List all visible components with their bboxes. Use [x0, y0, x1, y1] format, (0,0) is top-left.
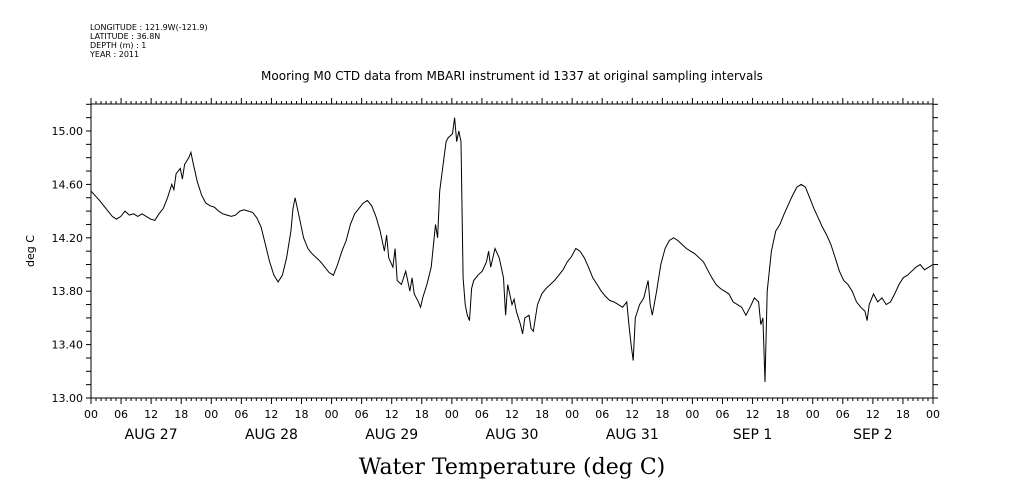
latitude-text: LATITUDE : 36.8N	[90, 32, 160, 41]
y-tick-label: 13.00	[52, 392, 84, 405]
x-tick-label: 12	[264, 408, 278, 421]
x-tick-label: 06	[716, 408, 730, 421]
plot-frame	[90, 103, 934, 399]
depth-text: DEPTH (m) : 1	[90, 41, 146, 50]
x-tick-label: 18	[776, 408, 790, 421]
date-label: AUG 28	[245, 427, 298, 443]
x-tick-label: 06	[475, 408, 489, 421]
y-tick-label: 13.80	[52, 285, 84, 298]
x-tick-label: 00	[565, 408, 579, 421]
y-axis-label: deg C	[24, 235, 37, 267]
x-tick-label: 18	[896, 408, 910, 421]
temperature-series-line	[90, 117, 934, 383]
x-tick-label: 06	[234, 408, 248, 421]
x-tick-label: 00	[325, 408, 339, 421]
x-tick-label: 12	[746, 408, 760, 421]
x-tick-label: 18	[415, 408, 429, 421]
chart-title: Mooring M0 CTD data from MBARI instrumen…	[261, 69, 763, 83]
y-tick-label: 15.00	[52, 125, 84, 138]
x-tick-label: 06	[836, 408, 850, 421]
longitude-text: LONGITUDE : 121.9W(-121.9)	[90, 23, 208, 32]
date-label: AUG 31	[606, 427, 659, 443]
date-label: AUG 30	[486, 427, 539, 443]
x-tick-label: 12	[385, 408, 399, 421]
y-tick-label: 14.20	[52, 232, 84, 245]
x-tick-labels: 00 06 12 18 00 06 12 18 00 06 12 18 00 06 12 18 00 06 12 18…	[84, 408, 940, 421]
year-text: YEAR : 2011	[89, 50, 139, 59]
x-tick-label: 18	[174, 408, 188, 421]
x-tick-label: 00	[204, 408, 218, 421]
x-tick-label: 12	[866, 408, 880, 421]
x-axis-title: Water Temperature (deg C)	[359, 455, 666, 480]
x-tick-label: 06	[595, 408, 609, 421]
y-tick-label: 14.60	[52, 178, 84, 191]
x-tick-label: 12	[505, 408, 519, 421]
date-label: SEP 2	[853, 427, 893, 443]
y-tick-label: 13.40	[52, 339, 84, 352]
metadata-block: LONGITUDE : 121.9W(-121.9) LATITUDE : 36…	[89, 23, 208, 59]
date-label: AUG 27	[125, 427, 178, 443]
x-tick-label: 18	[535, 408, 549, 421]
x-tick-label: 12	[625, 408, 639, 421]
x-tick-label: 18	[655, 408, 669, 421]
axis-ticks	[86, 98, 938, 404]
x-tick-label: 00	[926, 408, 940, 421]
x-tick-label: 00	[685, 408, 699, 421]
x-tick-label: 18	[295, 408, 309, 421]
x-tick-label: 00	[806, 408, 820, 421]
date-label: AUG 29	[365, 427, 418, 443]
x-tick-label: 12	[144, 408, 158, 421]
x-tick-label: 06	[355, 408, 369, 421]
x-tick-label: 00	[445, 408, 459, 421]
y-tick-labels: 13.00 13.40 13.80 14.20 14.60 15.00	[52, 125, 84, 405]
date-label: SEP 1	[733, 427, 773, 443]
x-tick-label: 06	[114, 408, 128, 421]
x-tick-label: 00	[84, 408, 98, 421]
date-labels: AUG 27 AUG 28 AUG 29 AUG 30 AUG 31 SEP 1 SEP 2	[125, 427, 893, 443]
